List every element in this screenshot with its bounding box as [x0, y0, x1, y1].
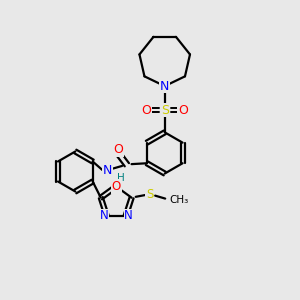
Text: O: O — [178, 104, 188, 117]
Text: CH₃: CH₃ — [169, 195, 189, 205]
Text: N: N — [103, 164, 112, 176]
Text: S: S — [146, 188, 154, 201]
Text: N: N — [124, 209, 133, 222]
Text: N: N — [160, 80, 169, 93]
Text: H: H — [117, 173, 125, 183]
Text: O: O — [112, 180, 121, 193]
Text: O: O — [114, 143, 124, 156]
Text: N: N — [99, 209, 108, 222]
Text: S: S — [161, 104, 169, 117]
Text: O: O — [142, 104, 152, 117]
